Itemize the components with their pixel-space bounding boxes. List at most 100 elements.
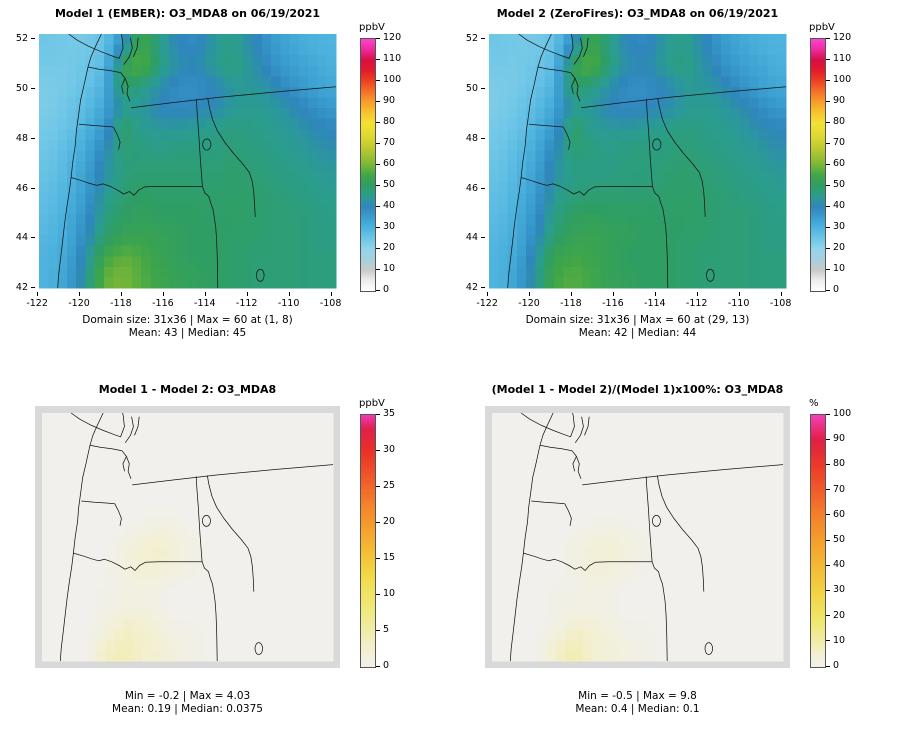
colorbar-tick-label: 60 [833, 508, 846, 520]
colorbar-tick [826, 184, 830, 186]
x-axis-tick [529, 292, 530, 296]
colorbar-tick-label: 10 [383, 263, 396, 274]
colorbar-tick [376, 205, 380, 207]
colorbar-tick [826, 289, 830, 291]
colorbar-tick [826, 205, 830, 207]
y-axis-label: 42 [465, 282, 478, 293]
colorbar-tick-label: 120 [383, 32, 402, 43]
colorbar-tick [376, 163, 380, 165]
raster-map-svg [485, 406, 790, 668]
colorbar-tick-label: 40 [383, 200, 396, 211]
map-stats-line1: Min = -0.2 | Max = 4.03 [124, 690, 251, 702]
x-axis-label: -116 [152, 298, 174, 309]
map-stats-line2: Mean: 0.19 | Median: 0.0375 [112, 703, 263, 715]
colorbar-tick-label: 100 [833, 74, 852, 85]
state-and-coast-borders [507, 33, 787, 289]
colorbar-tick [826, 615, 830, 617]
colorbar-tick [376, 593, 380, 595]
colorbar-tick-label: 40 [833, 559, 846, 571]
colorbar-tick [376, 247, 380, 249]
map-stats-line2: Mean: 42 | Median: 44 [578, 327, 697, 339]
panel-title: Model 2 (ZeroFires): O3_MDA8 on 06/19/20… [496, 7, 779, 20]
x-axis-tick [487, 292, 489, 296]
raster-map-svg [35, 406, 340, 668]
model1-map [35, 30, 340, 292]
colorbar-tick [826, 564, 830, 566]
colorbar-tick-label: 80 [383, 116, 396, 127]
colorbar-tick [826, 463, 830, 465]
colorbar-tick [826, 37, 830, 39]
colorbar-tick-label: 15 [383, 552, 396, 563]
state-and-coast-borders [57, 33, 337, 289]
panel-title: Model 1 (EMBER): O3_MDA8 on 06/19/2021 [54, 7, 321, 20]
x-axis-tick [162, 292, 164, 296]
colorbar-tick [376, 521, 380, 523]
x-axis-label: -122 [476, 298, 498, 309]
colorbar-tick-label: 100 [383, 74, 402, 85]
colorbar-tick [376, 557, 380, 559]
y-axis-label: 46 [465, 182, 478, 194]
map-stats-line1: Min = -0.5 | Max = 9.8 [578, 690, 697, 702]
colorbar-tick-label: 60 [383, 158, 396, 169]
difference-map [35, 406, 340, 668]
colorbar-tick-label: 5 [383, 624, 390, 635]
colorbar-units-label: ppbV [809, 22, 835, 33]
colorbar-tick-label: 80 [833, 458, 846, 470]
colorbar-tick-label: 20 [383, 516, 396, 527]
colorbar-tick [826, 640, 830, 642]
x-axis-label: -116 [602, 298, 624, 309]
colorbar-tick [376, 121, 380, 123]
colorbar-tick [826, 163, 830, 165]
x-axis-tick [330, 292, 332, 296]
colorbar-tick [826, 665, 830, 667]
x-axis-tick [654, 292, 656, 296]
x-axis-label: -114 [644, 298, 666, 309]
colorbar-tick-label: 70 [383, 137, 396, 148]
colorbar-tick [826, 413, 830, 415]
model2-map [485, 30, 790, 292]
x-axis-tick [37, 292, 39, 296]
colorbar-tick-label: 50 [833, 179, 846, 190]
x-axis-label: -118 [110, 298, 132, 309]
panel-percent-difference: (Model 1 - Model 2)/(Model 1)x100%: O3_M… [450, 376, 900, 752]
y-axis-label: 46 [15, 182, 28, 194]
y-axis-label: 44 [465, 232, 478, 244]
colorbar-tick-label: 70 [833, 137, 846, 148]
colorbar-tick-label: 30 [383, 444, 396, 455]
colorbar-tick-label: 110 [383, 53, 402, 64]
x-axis-tick [780, 292, 782, 296]
colorbar-tick-label: 30 [383, 221, 396, 232]
colorbar-tick-label: 100 [833, 408, 852, 419]
colorbar-tick [826, 58, 830, 60]
colorbar-tick-label: 60 [833, 158, 846, 169]
x-axis-tick [738, 292, 740, 296]
y-axis-label: 50 [465, 83, 478, 94]
colorbar-tick [376, 413, 380, 415]
colorbar-tick-label: 20 [833, 242, 846, 253]
model1-colorbar [360, 38, 376, 292]
y-axis-label: 44 [15, 232, 28, 244]
colorbar-tick [826, 226, 830, 228]
map-stats-line2: Mean: 0.4 | Median: 0.1 [575, 703, 700, 715]
colorbar-tick-label: 0 [833, 660, 840, 671]
x-axis-tick [204, 292, 206, 296]
colorbar-tick [826, 539, 830, 541]
map-stats-line1: Domain size: 31x36 | Max = 60 at (1, 8) [82, 314, 293, 326]
colorbar-units-label: ppbV [359, 22, 385, 33]
colorbar-tick-label: 120 [833, 32, 852, 43]
colorbar-tick [826, 438, 830, 440]
x-axis-tick [570, 292, 572, 296]
colorbar-tick [376, 449, 380, 451]
colorbar-tick [826, 121, 830, 123]
y-axis-label: 52 [465, 33, 478, 45]
colorbar-tick [826, 100, 830, 102]
x-axis-label: -112 [235, 298, 258, 309]
y-axis-label: 52 [15, 33, 28, 45]
raster-cells [42, 413, 334, 662]
panel-model1: Model 1 (EMBER): O3_MDA8 on 06/19/2021 -… [0, 0, 450, 376]
colorbar-tick-label: 40 [833, 200, 846, 211]
colorbar-tick-label: 90 [833, 433, 846, 445]
x-axis-label: -108 [769, 298, 792, 309]
panel-title: (Model 1 - Model 2)/(Model 1)x100%: O3_M… [491, 383, 784, 396]
colorbar-tick [376, 665, 380, 667]
